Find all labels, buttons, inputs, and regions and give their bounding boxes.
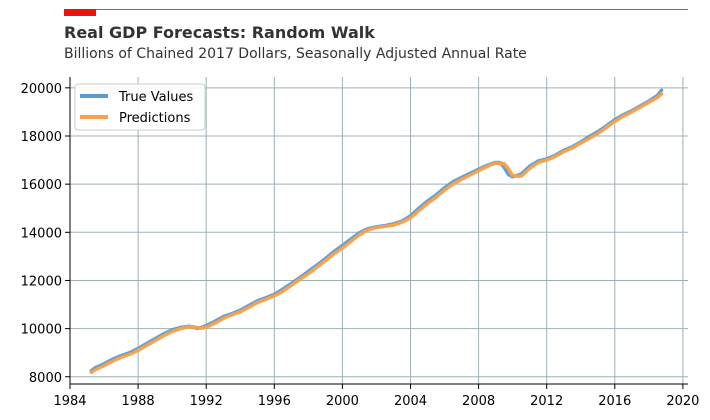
y-tick-label: 10000	[21, 323, 62, 338]
legend-label-true-values: True Values	[118, 90, 193, 105]
chart-title: Real GDP Forecasts: Random Walk	[64, 23, 375, 42]
y-tick-label: 8000	[29, 371, 62, 386]
x-tick-label: 2004	[394, 394, 427, 409]
grid-lines	[69, 77, 688, 384]
y-tick-label: 20000	[21, 82, 62, 97]
legend-label-predictions: Predictions	[119, 111, 191, 126]
legend: True Values Predictions	[74, 83, 206, 131]
x-tick-label: 2008	[462, 394, 495, 409]
y-tick-label: 16000	[21, 178, 62, 193]
chart-subtitle: Billions of Chained 2017 Dollars, Season…	[64, 46, 527, 62]
predictions-line	[89, 92, 664, 375]
x-tick-label: 2012	[530, 394, 563, 409]
y-tick-label: 12000	[21, 274, 62, 289]
x-tick-label: 1992	[190, 394, 223, 409]
y-tick-label: 18000	[21, 130, 62, 145]
x-tick-label: 2016	[598, 394, 631, 409]
axes: 1984 1988 1992 1996 2000 2004 2008 2012 2016 2020…	[21, 77, 699, 409]
x-tick-label: 2000	[326, 394, 359, 409]
header-accent-block	[64, 9, 96, 16]
x-tick-label: 1984	[53, 394, 86, 409]
y-tick-label: 14000	[21, 226, 62, 241]
x-tick-label: 1988	[122, 394, 155, 409]
x-tick-label: 2020	[666, 394, 699, 409]
x-tick-label: 1996	[258, 394, 291, 409]
series-lines	[89, 88, 664, 375]
